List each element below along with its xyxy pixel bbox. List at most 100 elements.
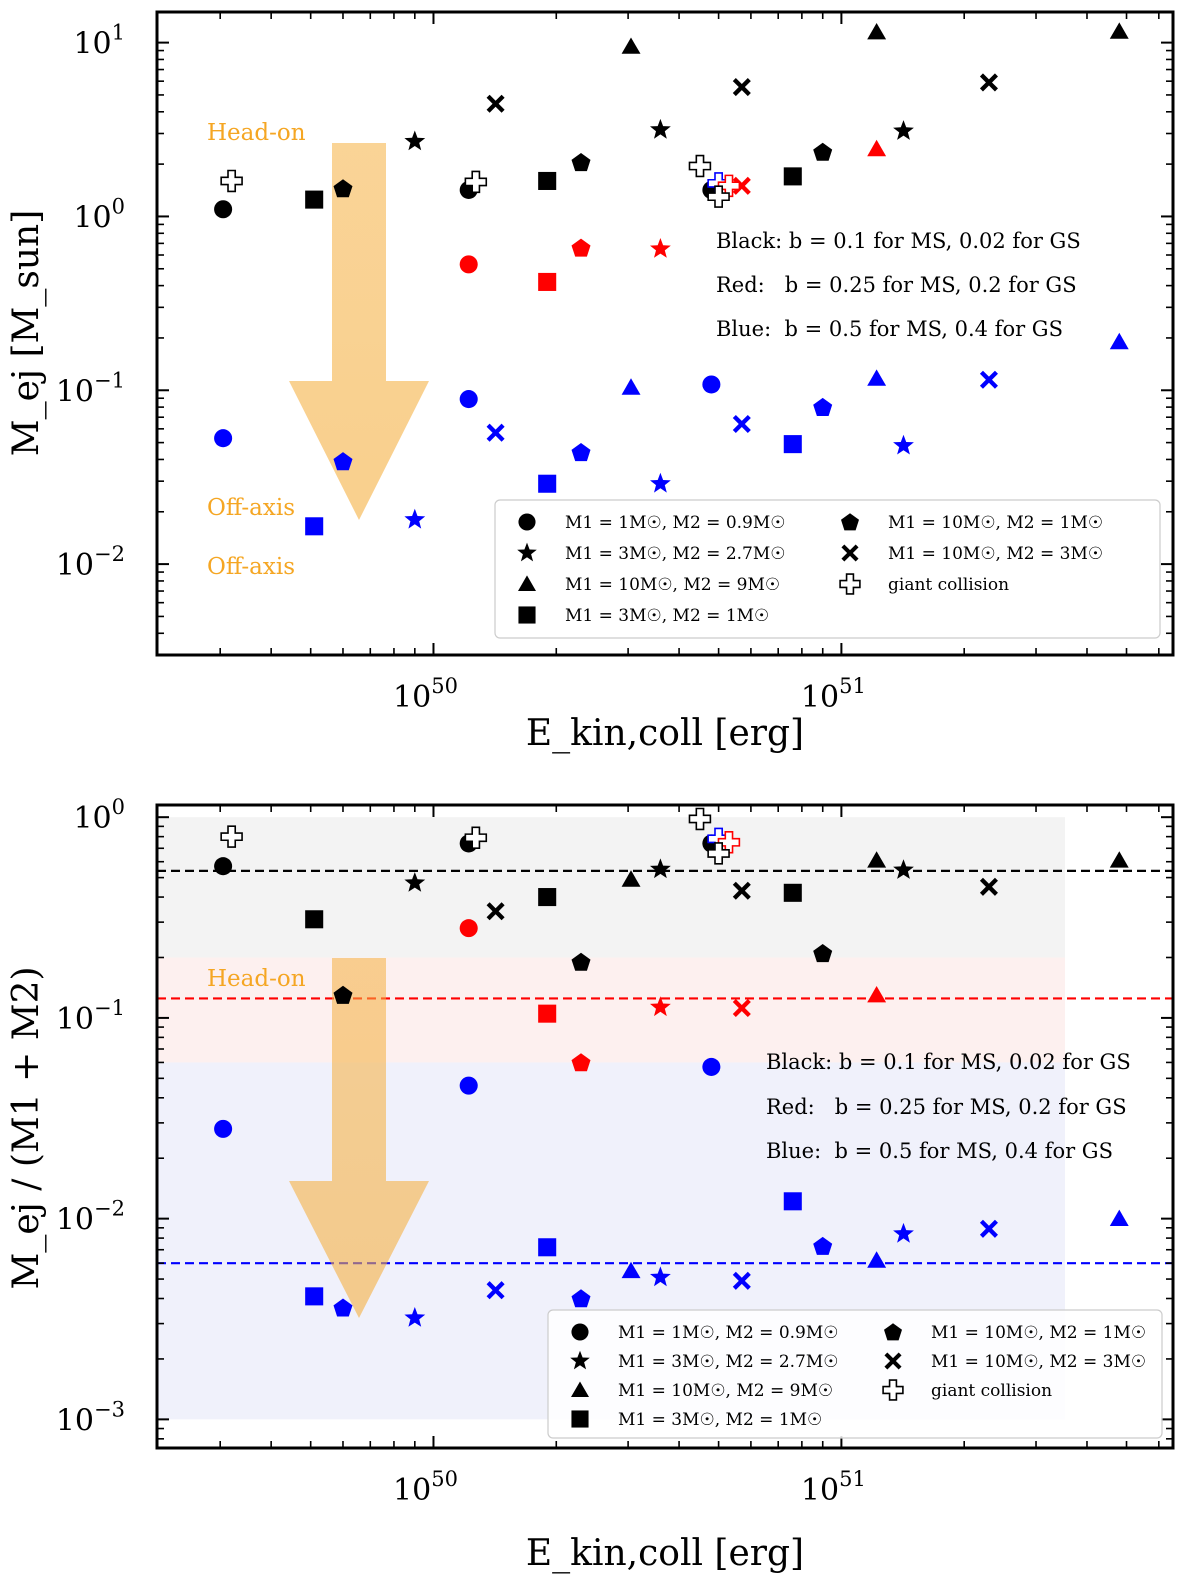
data-point-circle-blue: [702, 375, 721, 394]
legend-label: M1 = 10M☉, M2 = 9M☉: [565, 575, 780, 595]
y-axis-label: M_ej / (M1 + M2): [6, 966, 47, 1289]
data-point-x-red: [732, 999, 751, 1018]
legend-label: M1 = 10M☉, M2 = 3M☉: [888, 544, 1103, 564]
blue-annotation: Blue: b = 0.5 for MS, 0.4 for GS: [766, 1139, 1113, 1163]
data-point-pentagon-blue: [333, 452, 353, 471]
y-tick-label: 101: [73, 21, 125, 62]
data-point-star-red: [650, 996, 671, 1017]
data-point-star-black: [893, 120, 914, 140]
data-point-x-black: [979, 73, 998, 92]
legend-label: giant collision: [888, 575, 1009, 595]
data-point-pentagon-black: [333, 179, 353, 198]
data-point-star-blue: [404, 508, 426, 529]
off-axis-label: Off-axis: [207, 495, 295, 521]
arrow-shape: [289, 958, 429, 1318]
data-point-pentagon-blue: [571, 1289, 591, 1308]
y-axis-label: M_ej [M_sun]: [6, 210, 47, 457]
data-point-x-blue: [486, 1281, 505, 1300]
data-point-triangle-blue: [621, 1261, 641, 1279]
data-point-square-blue: [538, 1238, 557, 1257]
black-annotation: Black: b = 0.1 for MS, 0.02 for GS: [766, 1050, 1131, 1074]
data-point-cross-red: [717, 831, 741, 854]
data-point-pentagon-blue: [813, 397, 833, 416]
legend-label: M1 = 3M☉, M2 = 1M☉: [565, 606, 769, 626]
data-point-cross-black: [707, 842, 730, 865]
data-point-pentagon-black: [813, 142, 833, 161]
data-point-triangle-blue: [1109, 332, 1129, 350]
black-annotation: Black: b = 0.1 for MS, 0.02 for GS: [716, 229, 1081, 253]
data-point-star-black: [404, 872, 426, 892]
data-point-square-blue: [305, 517, 324, 536]
y-tick-label: 10−2: [56, 1197, 125, 1238]
legend-marker-cross: [839, 573, 861, 595]
data-point-x-black: [979, 877, 998, 896]
legend-label: M1 = 10M☉, M2 = 3M☉: [931, 1352, 1146, 1372]
legend-marker-triangle: [518, 575, 536, 591]
data-point-square-blue: [783, 435, 802, 454]
data-point-triangle-black: [621, 37, 641, 54]
legend-label: M1 = 10M☉, M2 = 9M☉: [618, 1381, 833, 1401]
data-point-pentagon-blue: [333, 1298, 353, 1317]
data-point-square-blue: [305, 1287, 324, 1306]
data-point-star-blue: [650, 472, 671, 493]
data-point-star-blue: [650, 1266, 671, 1287]
legend-marker-x: [841, 544, 859, 562]
legend-label: M1 = 1M☉, M2 = 0.9M☉: [565, 513, 786, 533]
head-on-to-off-axis-arrow: [289, 958, 429, 1318]
data-point-star-black: [650, 858, 671, 879]
data-point-x-black: [486, 902, 505, 921]
data-point-cross-black: [688, 154, 712, 178]
data-point-square-red: [538, 1004, 557, 1023]
data-point-circle-blue: [459, 1076, 478, 1095]
legend-label: M1 = 1M☉, M2 = 0.9M☉: [618, 1323, 839, 1343]
head-on-label: Head-on: [207, 966, 306, 992]
data-point-x-blue: [979, 1219, 998, 1238]
y-tick-label: 100: [73, 194, 125, 235]
axes-frame: [155, 803, 1175, 1450]
data-point-pentagon-black: [333, 985, 353, 1004]
legend-marker-square: [571, 1410, 589, 1428]
data-point-x-black: [732, 78, 751, 97]
data-point-cross-black: [464, 170, 488, 194]
axes-frame: [155, 10, 1175, 657]
x-tick-label: 1050: [393, 674, 458, 715]
data-point-star-black: [650, 118, 671, 139]
data-point-triangle-black: [1109, 22, 1129, 39]
data-point-star-black: [404, 130, 426, 151]
red-band: [157, 957, 1065, 1063]
data-point-circle-blue: [459, 390, 478, 409]
data-point-x-black: [732, 881, 751, 900]
legend-marker-circle: [571, 1323, 589, 1341]
data-point-triangle-black: [867, 23, 887, 40]
data-point-pentagon-black: [571, 153, 591, 172]
data-point-x-blue: [732, 1271, 751, 1290]
data-point-pentagon-black: [571, 952, 591, 971]
legend-marker-pentagon: [841, 513, 859, 531]
blue-annotation: Blue: b = 0.5 for MS, 0.4 for GS: [716, 317, 1063, 341]
data-point-circle-red: [459, 919, 478, 938]
data-point-triangle-black: [867, 851, 887, 868]
data-point-x-blue: [979, 370, 998, 389]
data-point-circle-blue: [214, 1119, 233, 1138]
data-point-square-blue: [538, 474, 557, 493]
data-point-square-black: [783, 167, 802, 186]
data-point-pentagon-blue: [813, 1236, 833, 1255]
red-annotation: Red: b = 0.25 for MS, 0.2 for GS: [716, 273, 1077, 297]
legend-label: M1 = 3M☉, M2 = 1M☉: [618, 1410, 822, 1430]
data-point-x-red: [732, 176, 751, 195]
data-point-square-red: [538, 272, 557, 291]
legend-box: [494, 499, 1161, 639]
data-point-circle-blue: [702, 1057, 721, 1076]
y-tick-label: 10−3: [56, 1397, 125, 1438]
data-point-triangle-blue: [1109, 1209, 1129, 1226]
x-tick-label: 1051: [801, 674, 866, 715]
data-point-triangle-red: [867, 986, 887, 1003]
data-point-pentagon-red: [571, 238, 591, 257]
legend-box: [547, 1309, 1163, 1439]
x-tick-label: 1050: [393, 1467, 458, 1508]
data-point-circle-black: [214, 857, 233, 876]
data-point-cross-black: [220, 825, 243, 848]
legend-marker-circle: [518, 513, 536, 531]
